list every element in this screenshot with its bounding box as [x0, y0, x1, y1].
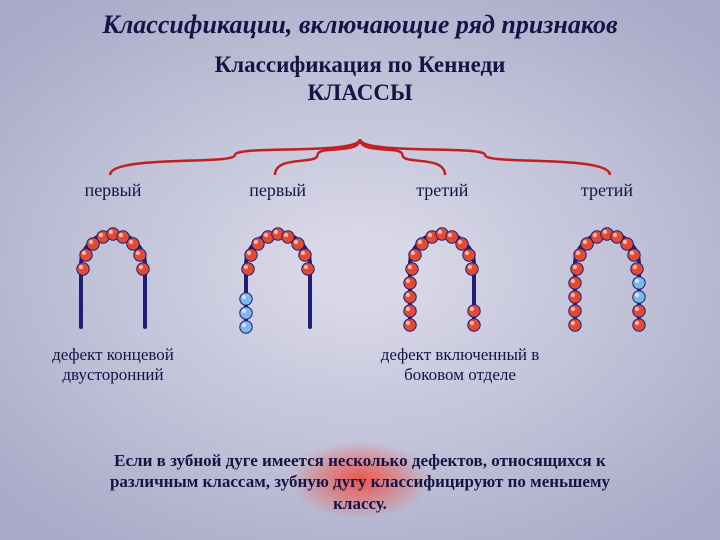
column-1-label: первый: [38, 180, 188, 201]
arch-1: [53, 215, 173, 339]
column-2: первый: [203, 180, 353, 339]
main-title: Классификации, включающие ряд признаков: [0, 10, 720, 40]
description-2: дефект включенный в боковом отделе: [370, 345, 550, 384]
column-4-label: третий: [532, 180, 682, 201]
column-1: первый: [38, 180, 188, 339]
arch-2: [218, 215, 338, 339]
brace-connector: [40, 135, 680, 183]
footer-note: Если в зубной дуге имеется несколько деф…: [0, 450, 720, 514]
column-3-label: третий: [367, 180, 517, 201]
arch-4: [547, 215, 667, 339]
column-3: третий: [367, 180, 517, 339]
column-2-label: первый: [203, 180, 353, 201]
columns-row: первый первый третий третий: [0, 180, 720, 339]
subtitle-classes: КЛАССЫ: [0, 80, 720, 106]
subtitle-kennedy: Классификация по Кеннеди: [0, 52, 720, 78]
column-4: третий: [532, 180, 682, 339]
arch-3: [382, 215, 502, 339]
description-1: дефект концевой двусторонний: [23, 345, 203, 384]
